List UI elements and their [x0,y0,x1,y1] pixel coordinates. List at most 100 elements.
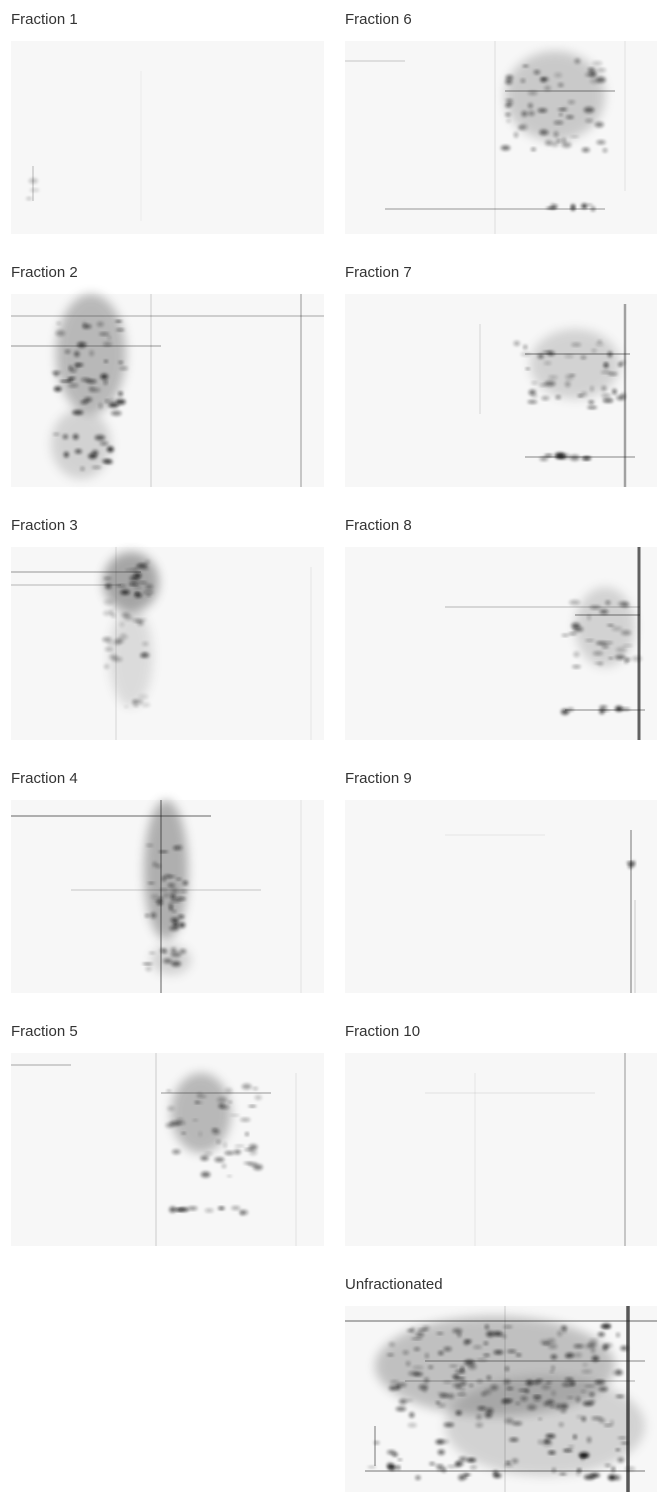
protein-spot [592,61,602,65]
protein-spot [582,1417,586,1422]
protein-spot [122,613,130,617]
protein-spot [193,1119,198,1121]
protein-spot [528,91,537,95]
protein-spot [548,1344,557,1349]
protein-spot [621,630,631,635]
protein-spot [543,351,552,354]
protein-spot [438,1351,443,1355]
protein-spot [457,1377,466,1379]
gel-image [11,41,324,234]
protein-spot [145,560,149,564]
protein-spot [592,1356,599,1362]
protein-spot [507,1350,516,1353]
protein-spot [255,1095,262,1100]
protein-spot [587,204,593,206]
protein-spot [602,1323,611,1328]
protein-spot [374,1441,379,1444]
protein-spot [175,897,186,900]
protein-spot [218,1207,224,1210]
gel-background [11,41,324,234]
protein-spot [584,1475,595,1480]
protein-spot [512,1422,522,1426]
protein-spot [406,1361,410,1365]
protein-spot [568,1446,574,1448]
protein-spot [556,395,561,399]
protein-spot [142,642,148,645]
protein-spot [566,115,574,118]
protein-spot [461,1366,464,1372]
protein-spot [506,113,511,116]
protein-spot [592,349,597,352]
protein-spot [164,875,172,879]
protein-spot [541,396,549,400]
protein-spot [596,140,605,144]
protein-spot [107,641,113,645]
protein-spot [197,1095,207,1098]
protein-spot [503,1326,512,1328]
protein-spot [437,1466,443,1471]
protein-spot [224,1142,227,1148]
protein-spot [568,100,575,103]
protein-spot [544,454,552,457]
protein-spot [539,130,548,135]
protein-spot [563,1449,572,1452]
protein-spot [461,1387,465,1391]
protein-spot [73,434,79,440]
protein-spot [601,394,611,398]
protein-spot [205,1208,214,1212]
protein-spot [596,77,606,83]
protein-spot [605,1464,611,1467]
protein-spot [242,1084,252,1089]
protein-spot [527,1405,536,1411]
protein-spot [387,1354,394,1357]
protein-spot [438,1404,446,1407]
protein-spot [169,902,173,908]
protein-spot [138,694,148,699]
protein-spot [467,1458,476,1462]
protein-spot [116,639,124,644]
protein-spot [506,1461,510,1464]
protein-spot [171,952,182,958]
protein-spot [119,392,123,396]
panel-label: Fraction 9 [345,770,412,787]
protein-spot [558,108,567,110]
panel-label: Unfractionated [345,1276,443,1293]
smear [575,587,635,667]
figure: Fraction 1Fraction 2Fraction 3Fraction 4… [0,0,657,1492]
protein-spot [589,401,594,404]
protein-spot [109,654,117,659]
protein-spot [504,1380,511,1385]
protein-spot [89,350,94,356]
protein-spot [587,406,597,409]
protein-spot [146,844,153,846]
protein-spot [397,1466,400,1470]
protein-spot [555,1404,561,1410]
protein-spot [26,197,31,200]
protein-spot [582,457,591,460]
protein-spot [457,1393,466,1395]
protein-spot [56,330,65,336]
protein-spot [151,912,157,918]
protein-spot [81,378,90,382]
protein-spot [612,389,616,395]
gel-background [11,547,324,740]
protein-spot [612,1467,615,1472]
protein-spot [54,387,62,392]
protein-spot [550,1371,554,1373]
protein-spot [173,846,178,850]
protein-spot [104,380,107,385]
protein-spot [583,1363,588,1366]
protein-spot [416,1476,421,1480]
protein-spot [534,70,540,74]
protein-spot [538,1440,542,1444]
protein-spot [459,1457,467,1461]
protein-spot [598,340,602,343]
protein-spot [103,342,112,346]
protein-spot [178,915,184,918]
protein-spot [53,433,59,435]
protein-spot [544,86,551,91]
protein-spot [241,1211,244,1215]
protein-spot [104,577,111,580]
protein-spot [591,1348,595,1353]
protein-spot [64,452,69,458]
